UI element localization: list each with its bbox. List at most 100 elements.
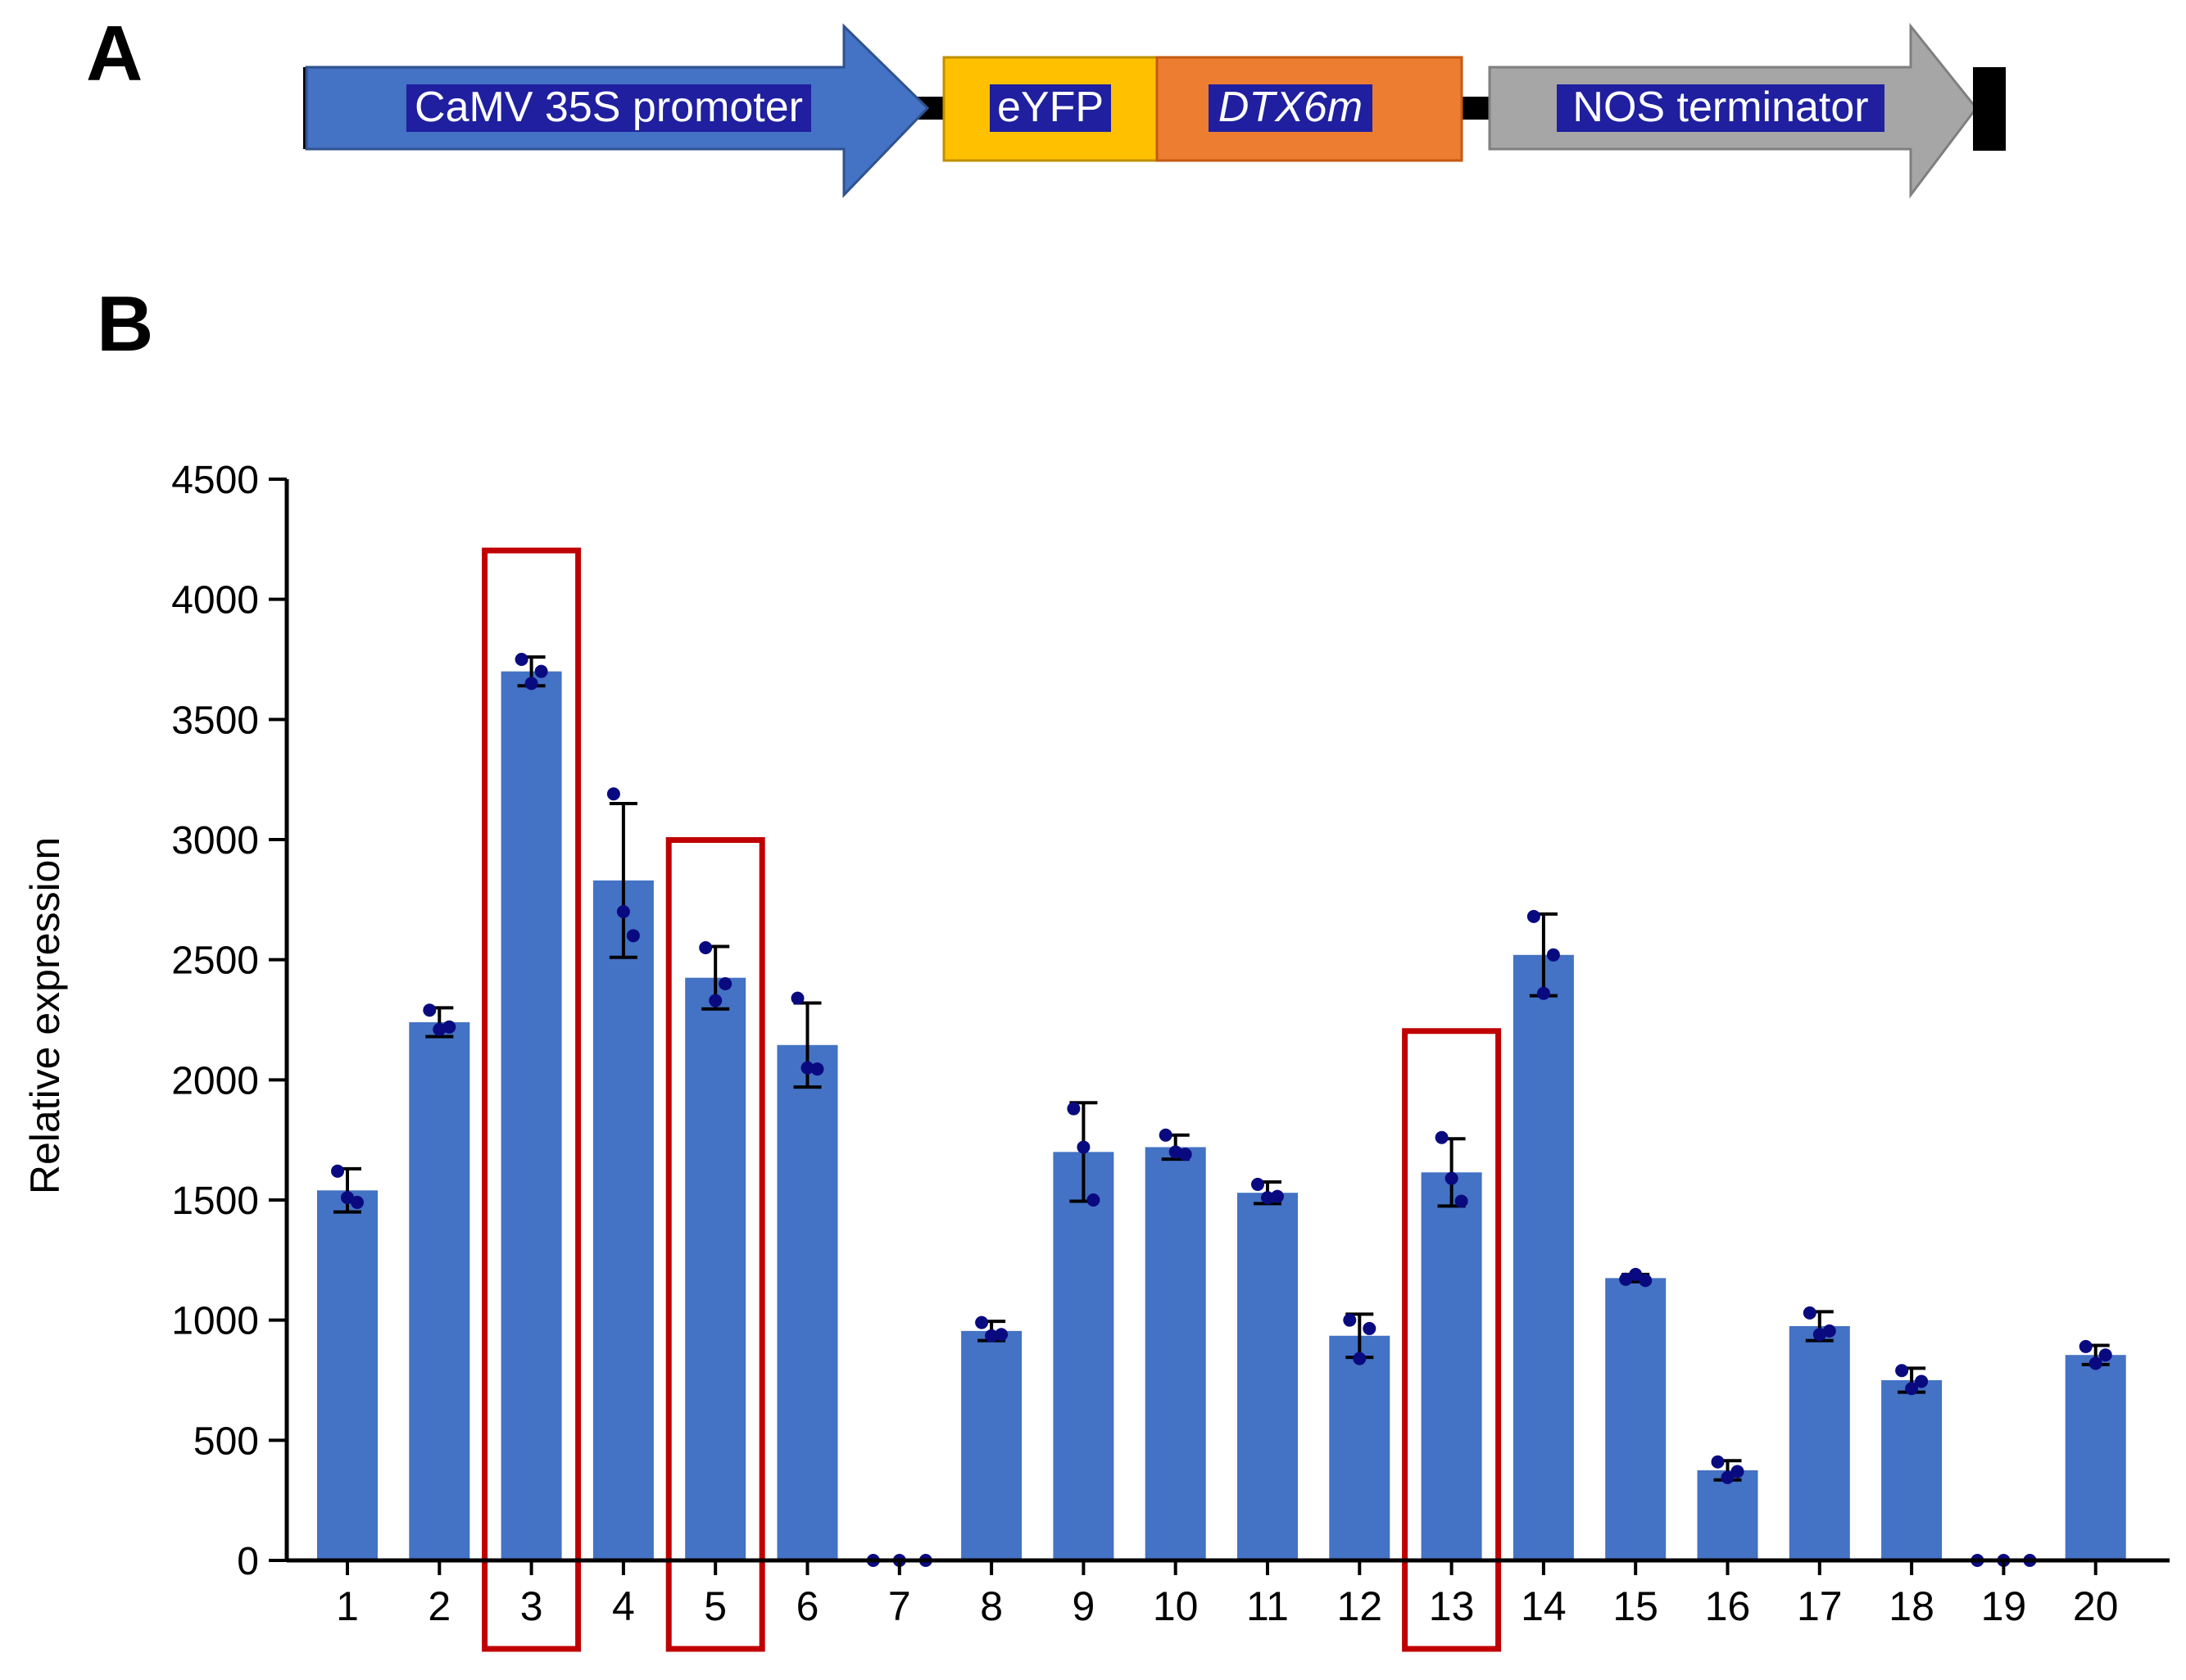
bar-20: [2065, 1355, 2126, 1560]
bar-17: [1789, 1326, 1850, 1560]
data-point-2-1: [423, 1003, 437, 1017]
data-point-15-1: [1619, 1272, 1633, 1286]
x-tick-label-3: 3: [520, 1583, 543, 1629]
x-tick-label-18: 18: [1889, 1583, 1934, 1629]
data-point-18-1: [1895, 1364, 1909, 1378]
data-point-13-2: [1444, 1171, 1458, 1185]
data-point-3-1: [515, 653, 528, 666]
x-tick-label-10: 10: [1153, 1583, 1199, 1629]
data-point-14-1: [1526, 909, 1540, 923]
highlight-box-5: [665, 837, 765, 1652]
right-border-block: [1973, 67, 2006, 151]
x-tick-label-17: 17: [1797, 1583, 1843, 1629]
x-tick-label-12: 12: [1336, 1583, 1382, 1629]
data-point-8-3: [995, 1328, 1009, 1342]
bar-18: [1881, 1380, 1943, 1560]
data-point-3-2: [524, 677, 538, 691]
data-point-12-1: [1343, 1313, 1357, 1327]
data-point-17-2: [1812, 1328, 1826, 1342]
data-point-5-1: [699, 941, 713, 954]
x-tick-label-13: 13: [1429, 1583, 1475, 1629]
data-point-1-3: [351, 1195, 364, 1209]
promoter-label-bg: [406, 84, 811, 132]
x-tick-label-2: 2: [428, 1583, 451, 1629]
panel-label-b: B: [97, 280, 153, 368]
bar-9: [1053, 1152, 1114, 1560]
x-tick-label-1: 1: [336, 1583, 359, 1629]
bar-16: [1697, 1470, 1758, 1560]
data-point-4-2: [616, 905, 630, 918]
x-tick-label-15: 15: [1612, 1583, 1658, 1629]
highlight-box-3: [482, 547, 582, 1652]
data-point-10-3: [1178, 1148, 1192, 1162]
y-tick-label-4500: 4500: [171, 459, 259, 502]
terminator-label-bg: [1557, 84, 1884, 132]
data-point-18-2: [1905, 1382, 1919, 1396]
y-tick-label-1500: 1500: [171, 1180, 259, 1223]
eyfp-label: eYFP: [997, 84, 1104, 131]
bar-2: [409, 1021, 470, 1560]
data-point-1-2: [341, 1191, 354, 1205]
highlight-box-13: [1402, 1028, 1502, 1652]
data-point-11-1: [1251, 1177, 1264, 1191]
data-point-12-3: [1363, 1321, 1376, 1335]
data-point-6-2: [800, 1061, 814, 1075]
bar-4: [592, 880, 654, 1560]
bar-12: [1329, 1335, 1390, 1560]
bar-1: [317, 1190, 378, 1560]
data-point-16-3: [1730, 1465, 1744, 1478]
x-tick-label-5: 5: [704, 1583, 727, 1629]
y-tick-label-2500: 2500: [171, 940, 259, 983]
x-tick-label-8: 8: [980, 1583, 1003, 1629]
y-tick-label-3000: 3000: [171, 819, 259, 863]
bar-13: [1421, 1172, 1482, 1560]
data-point-20-1: [2079, 1339, 2093, 1353]
bar-3: [501, 671, 562, 1560]
bar-6: [777, 1044, 838, 1560]
x-tick-label-6: 6: [796, 1583, 819, 1629]
highlight-boxes: [482, 547, 1502, 1652]
data-point-11-3: [1271, 1189, 1284, 1203]
bar-8: [961, 1330, 1023, 1560]
y-tick-label-3500: 3500: [171, 699, 259, 742]
panel-label-a: A: [86, 10, 143, 97]
data-point-17-3: [1822, 1324, 1836, 1338]
data-point-13-3: [1454, 1194, 1468, 1208]
x-axis-ticks: 1 2 3 4 5 6 7 8 9 10 11 12 13 14 15 16 17 18 19 20: [336, 1560, 2119, 1629]
x-tick-label-20: 20: [2073, 1583, 2119, 1629]
data-point-20-3: [2098, 1348, 2112, 1362]
data-point-9-3: [1086, 1193, 1100, 1207]
x-tick-label-16: 16: [1705, 1583, 1751, 1629]
data-point-6-1: [791, 991, 805, 1005]
data-point-2-2: [433, 1022, 447, 1036]
data-point-14-3: [1546, 948, 1560, 962]
data-point-9-1: [1067, 1102, 1081, 1116]
y-tick-label-4000: 4000: [171, 579, 259, 623]
data-points: [331, 653, 2112, 1567]
data-point-4-3: [626, 929, 640, 943]
y-tick-label-500: 500: [193, 1420, 259, 1463]
x-tick-label-7: 7: [888, 1583, 911, 1629]
y-axis-label: Relative expression: [22, 837, 68, 1194]
bar-11: [1237, 1193, 1298, 1560]
x-tick-label-11: 11: [1246, 1583, 1289, 1629]
data-point-17-1: [1803, 1306, 1816, 1320]
data-point-14-2: [1536, 986, 1550, 1000]
data-point-2-3: [442, 1020, 456, 1034]
data-point-16-1: [1711, 1455, 1725, 1469]
data-point-10-1: [1159, 1128, 1172, 1142]
data-point-6-3: [810, 1062, 824, 1076]
data-point-5-2: [709, 994, 723, 1008]
dtx6m-label-bg: [1209, 84, 1372, 132]
data-point-8-1: [975, 1315, 989, 1329]
y-tick-label-2000: 2000: [171, 1059, 259, 1103]
bar-chart: Relative expression 0 500 1000 1500 2000 2500…: [22, 459, 2170, 1652]
data-point-10-2: [1168, 1145, 1182, 1159]
data-point-16-2: [1721, 1470, 1735, 1484]
construct-diagram: CaMV 35S promoter eYFP DTX6m NOS termina…: [303, 22, 2006, 199]
y-tick-label-0: 0: [237, 1540, 259, 1583]
data-point-12-2: [1353, 1352, 1367, 1365]
data-point-11-2: [1261, 1191, 1274, 1205]
eyfp-label-bg: [990, 84, 1111, 132]
